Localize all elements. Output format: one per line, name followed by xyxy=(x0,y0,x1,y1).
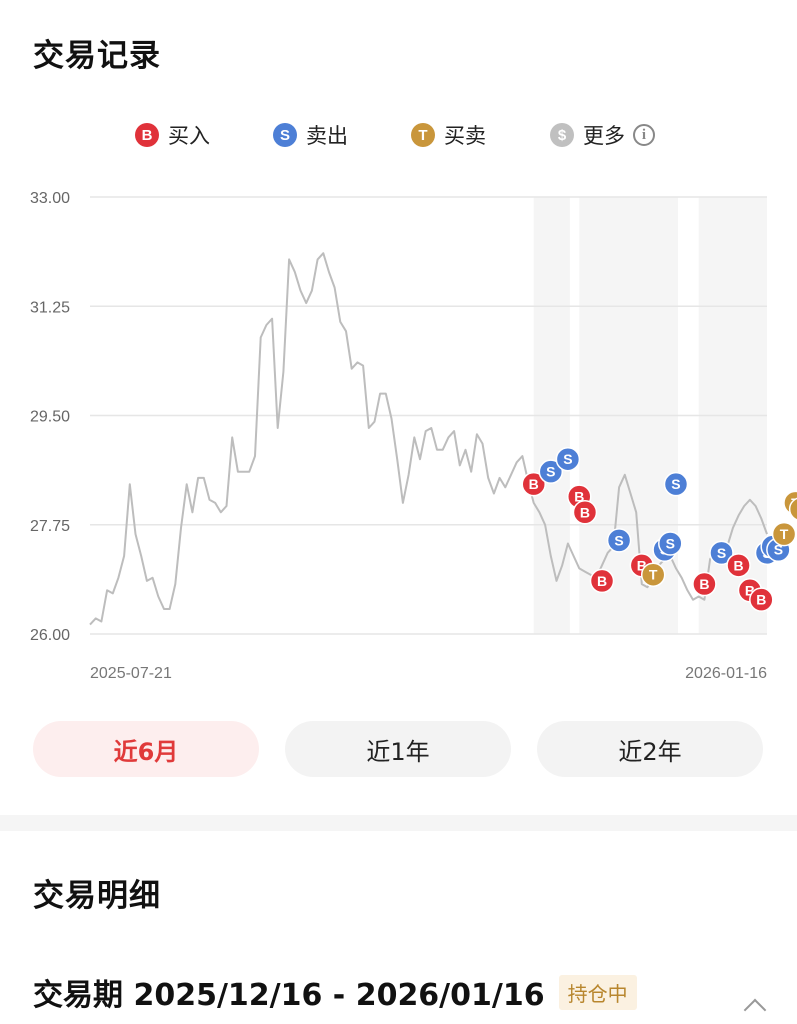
legend-trade-label: 买卖 xyxy=(444,124,486,148)
trade-marker-T xyxy=(788,497,797,521)
records-title: 交易记录 xyxy=(33,38,161,74)
legend-sell-label: 卖出 xyxy=(306,124,348,148)
trade-marker-label: S xyxy=(671,476,680,492)
chevron-up-icon[interactable] xyxy=(743,998,767,1022)
trade-marker-S xyxy=(555,446,581,472)
buy-icon: B xyxy=(135,123,159,147)
legend-more[interactable]: $ 更多 i xyxy=(550,120,655,150)
y-tick-label: 31.25 xyxy=(30,299,70,316)
chart-legend: B 买入 S 卖出 T 买卖 $ 更多 i xyxy=(0,120,797,152)
range-6m-button[interactable]: 近6月 xyxy=(33,721,259,777)
legend-buy-label: 买入 xyxy=(168,124,210,148)
trade-marker-S xyxy=(709,540,734,566)
trade-marker-label: B xyxy=(756,592,766,608)
trade-marker-S xyxy=(538,459,564,484)
trade-marker-label: B xyxy=(597,573,607,589)
trade-marker-B xyxy=(749,587,774,612)
trade-marker-S xyxy=(658,531,683,556)
y-tick-label: 33.00 xyxy=(30,190,70,207)
detail-title: 交易明细 xyxy=(33,878,161,914)
trade-marker-B xyxy=(589,568,615,594)
trade-period-row[interactable]: 交易期 2025/12/16 - 2026/01/16 持仓中 xyxy=(33,970,637,1014)
trade-marker-label: B xyxy=(699,576,709,592)
trade-marker-T xyxy=(771,521,797,547)
trade-marker-B xyxy=(521,471,546,497)
trade-marker-B xyxy=(692,571,717,597)
trade-marker-label: S xyxy=(614,532,623,548)
trade-marker-label: B xyxy=(574,489,584,505)
legend-sell: S 卖出 xyxy=(273,120,348,150)
y-tick-label: 29.50 xyxy=(30,409,70,426)
trade-icon: T xyxy=(411,123,435,147)
trade-marker-label: S xyxy=(774,542,783,558)
price-chart[interactable]: 33.00 31.25 29.50 27.75 26.00 2025-07-21 2026-… xyxy=(0,170,797,700)
trade-marker-T xyxy=(640,562,666,587)
trade-marker-S xyxy=(663,471,689,497)
trade-marker-label: S xyxy=(546,464,555,480)
legend-buy: B 买入 xyxy=(135,120,210,150)
section-divider xyxy=(0,815,797,831)
trade-marker-label: T xyxy=(649,567,658,583)
trade-marker-label: B xyxy=(529,476,539,492)
y-tick-label: 26.00 xyxy=(30,627,70,644)
legend-more-label: 更多 xyxy=(583,124,625,148)
trade-marker-label: S xyxy=(563,451,572,467)
status-badge: 持仓中 xyxy=(558,974,637,1010)
more-dollar-icon: $ xyxy=(550,123,574,147)
trade-marker-label: S xyxy=(717,545,726,561)
trade-marker-label: S xyxy=(666,535,675,551)
sell-icon: S xyxy=(273,123,297,147)
trade-period: 交易期 2025/12/16 - 2026/01/16 xyxy=(33,978,545,1013)
info-icon[interactable]: i xyxy=(633,124,655,146)
range-1y-button[interactable]: 近1年 xyxy=(285,721,511,777)
y-tick-label: 27.75 xyxy=(30,518,70,535)
trade-marker-label: B xyxy=(733,557,743,573)
legend-trade: T 买卖 xyxy=(411,120,486,150)
trade-marker-label: B xyxy=(637,557,647,573)
range-2y-button[interactable]: 近2年 xyxy=(537,721,763,777)
trade-marker-label: B xyxy=(745,582,755,598)
trade-marker-B xyxy=(572,500,598,525)
trade-marker-label: B xyxy=(580,504,590,520)
x-start-label: 2025-07-21 xyxy=(90,665,172,682)
trade-marker-S xyxy=(606,528,632,553)
x-end-label: 2026-01-16 xyxy=(685,665,767,682)
trade-marker-B xyxy=(726,553,751,578)
trade-marker-label: T xyxy=(780,526,789,542)
